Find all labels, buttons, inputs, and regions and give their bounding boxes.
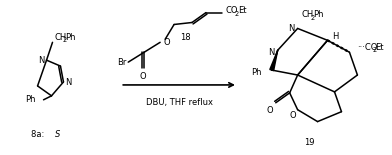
Text: H: H	[332, 32, 339, 41]
Text: O: O	[267, 106, 273, 115]
Text: 2: 2	[310, 15, 315, 21]
Text: N: N	[38, 56, 45, 65]
Text: Et: Et	[238, 6, 246, 15]
Text: 18: 18	[180, 33, 191, 42]
Text: DBU, THF reflux: DBU, THF reflux	[145, 98, 212, 107]
Text: Ph: Ph	[314, 10, 324, 19]
Text: N: N	[65, 78, 72, 87]
Text: O: O	[163, 38, 170, 47]
Text: Et: Et	[376, 43, 384, 52]
Text: Ph: Ph	[25, 95, 36, 104]
Text: ···CO: ···CO	[358, 43, 378, 52]
Text: Ph: Ph	[251, 68, 262, 77]
Text: S: S	[54, 130, 60, 139]
Text: 2: 2	[62, 37, 67, 43]
Text: Br: Br	[117, 58, 126, 67]
Text: N: N	[269, 48, 275, 57]
Text: O: O	[140, 71, 147, 80]
Text: 8a:: 8a:	[31, 130, 47, 139]
Text: CO: CO	[226, 6, 238, 15]
Text: Ph: Ph	[65, 33, 76, 42]
Text: CH: CH	[54, 33, 67, 42]
Polygon shape	[270, 50, 278, 71]
Text: 19: 19	[304, 138, 315, 147]
Text: 2: 2	[372, 47, 377, 53]
Text: N: N	[288, 24, 295, 33]
Text: O: O	[289, 111, 296, 120]
Text: CH: CH	[301, 10, 314, 19]
Text: 2: 2	[235, 11, 239, 17]
